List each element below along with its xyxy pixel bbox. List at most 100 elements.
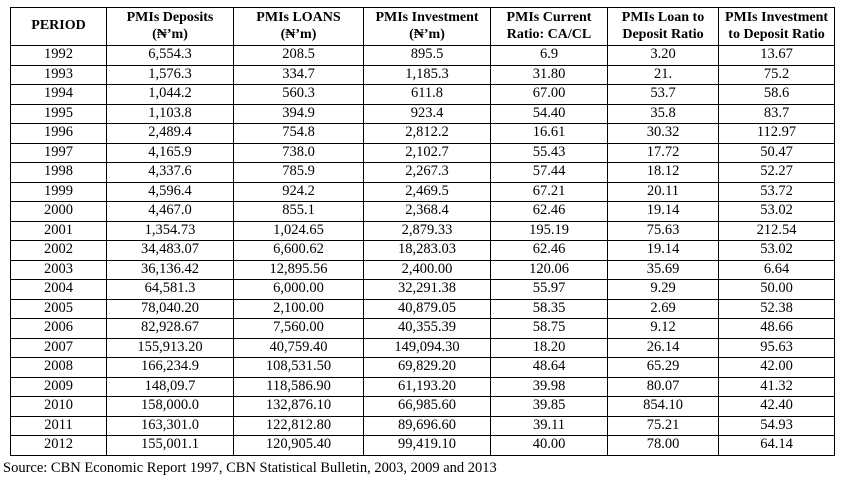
value-cell: 560.3 xyxy=(233,84,364,105)
value-cell: 42.40 xyxy=(718,396,835,417)
value-cell: 75.2 xyxy=(718,64,835,86)
value-cell: 83.7 xyxy=(718,103,835,125)
value-cell: 195.19 xyxy=(490,220,608,242)
value-cell: 80.07 xyxy=(607,376,719,398)
value-cell: 82,928.67 xyxy=(106,318,234,339)
value-cell: 4,467.0 xyxy=(106,201,234,222)
value-cell: 2,489.4 xyxy=(106,123,234,144)
value-cell: 4,596.4 xyxy=(106,181,234,203)
value-cell: 16.61 xyxy=(490,123,608,144)
value-cell: 40.00 xyxy=(490,435,608,456)
value-cell: 39.98 xyxy=(490,376,608,398)
value-cell: 53.02 xyxy=(718,240,835,261)
value-cell: 61,193.20 xyxy=(363,376,491,398)
table-row: 1993 1,576.3 334.7 1,185.3 31.80 21. 75.2 xyxy=(10,64,835,86)
value-cell: 58.75 xyxy=(490,318,608,339)
value-cell: 4,165.9 xyxy=(106,142,234,164)
value-cell: 12,895.56 xyxy=(233,259,364,281)
value-cell: 40,759.40 xyxy=(233,337,364,359)
value-cell: 2,267.3 xyxy=(363,162,491,183)
value-cell: 67.21 xyxy=(490,181,608,203)
period-cell: 2012 xyxy=(10,435,107,456)
value-cell: 30.32 xyxy=(607,123,719,144)
value-cell: 895.5 xyxy=(363,45,491,66)
table-row: 2008 166,234.9 108,531.50 69,829.20 48.64 65.… xyxy=(10,357,835,378)
value-cell: 99,419.10 xyxy=(363,435,491,456)
value-cell: 120,905.40 xyxy=(233,435,364,456)
table-row: 1994 1,044.2 560.3 611.8 67.00 53.7 58.6 xyxy=(10,84,835,105)
value-cell: 62.46 xyxy=(490,201,608,222)
value-cell: 39.11 xyxy=(490,415,608,437)
period-cell: 1996 xyxy=(10,123,107,144)
column-header: PMIs Loan to Deposit Ratio xyxy=(607,6,719,47)
value-cell: 57.44 xyxy=(490,162,608,183)
value-cell: 208.5 xyxy=(233,45,364,66)
period-cell: 2009 xyxy=(10,376,107,398)
value-cell: 924.2 xyxy=(233,181,364,203)
value-cell: 155,001.1 xyxy=(106,435,234,456)
value-cell: 48.64 xyxy=(490,357,608,378)
value-cell: 163,301.0 xyxy=(106,415,234,437)
value-cell: 42.00 xyxy=(718,357,835,378)
column-header: PMIs Deposits (₦’m) xyxy=(106,6,234,47)
table-row: 1997 4,165.9 738.0 2,102.7 55.43 17.72 50.47 xyxy=(10,142,835,164)
value-cell: 18,283.03 xyxy=(363,240,491,261)
value-cell: 54.40 xyxy=(490,103,608,125)
value-cell: 50.00 xyxy=(718,279,835,300)
table-row: 1995 1,103.8 394.9 923.4 54.40 35.8 83.7 xyxy=(10,103,835,125)
table-row: 2006 82,928.67 7,560.00 40,355.39 58.75 9.12 4… xyxy=(10,318,835,339)
value-cell: 19.14 xyxy=(607,240,719,261)
value-cell: 62.46 xyxy=(490,240,608,261)
value-cell: 122,812.80 xyxy=(233,415,364,437)
table-row: 1992 6,554.3 208.5 895.5 6.9 3.20 13.67 xyxy=(10,45,835,66)
period-cell: 2007 xyxy=(10,337,107,359)
value-cell: 18.20 xyxy=(490,337,608,359)
value-cell: 31.80 xyxy=(490,64,608,86)
table-row: 2000 4,467.0 855.1 2,368.4 62.46 19.14 53.02 xyxy=(10,201,835,222)
value-cell: 120.06 xyxy=(490,259,608,281)
column-header: PMIs Investment (₦’m) xyxy=(363,6,491,47)
value-cell: 212.54 xyxy=(718,220,835,242)
value-cell: 2,469.5 xyxy=(363,181,491,203)
value-cell: 66,985.60 xyxy=(363,396,491,417)
column-header: PMIs LOANS (₦’m) xyxy=(233,6,364,47)
value-cell: 40,879.05 xyxy=(363,298,491,320)
value-cell: 75.63 xyxy=(607,220,719,242)
period-cell: 1993 xyxy=(10,64,107,86)
value-cell: 18.12 xyxy=(607,162,719,183)
value-cell: 112.97 xyxy=(718,123,835,144)
period-cell: 2005 xyxy=(10,298,107,320)
value-cell: 41.32 xyxy=(718,376,835,398)
value-cell: 35.8 xyxy=(607,103,719,125)
table-row: 2002 34,483.07 6,600.62 18,283.03 62.46 19.14… xyxy=(10,240,835,261)
value-cell: 155,913.20 xyxy=(106,337,234,359)
value-cell: 1,354.73 xyxy=(106,220,234,242)
value-cell: 6.9 xyxy=(490,45,608,66)
column-header: PERIOD xyxy=(10,6,107,47)
value-cell: 611.8 xyxy=(363,84,491,105)
period-cell: 2001 xyxy=(10,220,107,242)
table-row: 2009 148,09.7 118,586.90 61,193.20 39.98 80.0… xyxy=(10,376,835,398)
value-cell: 785.9 xyxy=(233,162,364,183)
value-cell: 54.93 xyxy=(718,415,835,437)
period-cell: 2011 xyxy=(10,415,107,437)
table-row: 2003 36,136.42 12,895.56 2,400.00 120.06 35.6… xyxy=(10,259,835,281)
value-cell: 6,600.62 xyxy=(233,240,364,261)
period-cell: 2000 xyxy=(10,201,107,222)
table-row: 2004 64,581.3 6,000.00 32,291.38 55.97 9.29 50… xyxy=(10,279,835,300)
value-cell: 32,291.38 xyxy=(363,279,491,300)
table-row: 2007 155,913.20 40,759.40 149,094.30 18.20 26… xyxy=(10,337,835,359)
value-cell: 13.67 xyxy=(718,45,835,66)
value-cell: 2.69 xyxy=(607,298,719,320)
value-cell: 4,337.6 xyxy=(106,162,234,183)
value-cell: 50.47 xyxy=(718,142,835,164)
value-cell: 148,09.7 xyxy=(106,376,234,398)
value-cell: 78.00 xyxy=(607,435,719,456)
value-cell: 21. xyxy=(607,64,719,86)
value-cell: 69,829.20 xyxy=(363,357,491,378)
value-cell: 118,586.90 xyxy=(233,376,364,398)
value-cell: 19.14 xyxy=(607,201,719,222)
value-cell: 58.35 xyxy=(490,298,608,320)
value-cell: 6,000.00 xyxy=(233,279,364,300)
